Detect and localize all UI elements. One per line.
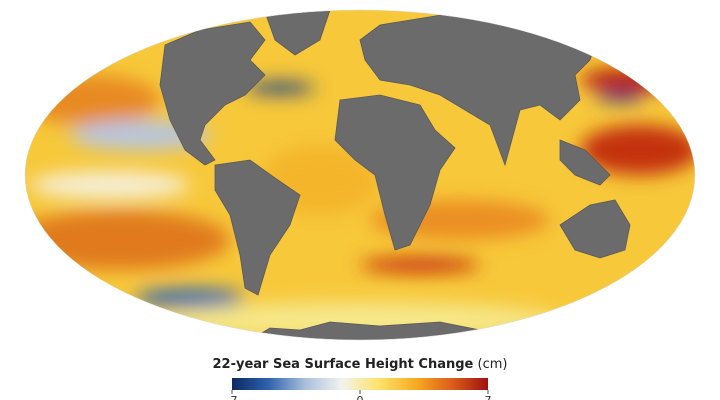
colorbar-ticks: -7 0 7 bbox=[227, 390, 492, 400]
north-america bbox=[159, 21, 266, 166]
unit: (cm) bbox=[478, 357, 508, 372]
colorbar-title: 22-year Sea Surface Height Change (cm) bbox=[213, 357, 508, 372]
tick-label: 7 bbox=[485, 394, 492, 400]
colorbar bbox=[232, 378, 488, 390]
ocean-field bbox=[25, 10, 695, 340]
tick-label: -7 bbox=[227, 394, 238, 400]
globe-outline bbox=[24, 9, 696, 341]
southeast-asia bbox=[559, 139, 611, 186]
south-america bbox=[214, 159, 301, 296]
title: 22-year Sea Surface Height Change bbox=[213, 357, 474, 372]
tick-label: 0 bbox=[357, 394, 364, 400]
africa bbox=[334, 94, 456, 251]
australia bbox=[559, 199, 631, 259]
